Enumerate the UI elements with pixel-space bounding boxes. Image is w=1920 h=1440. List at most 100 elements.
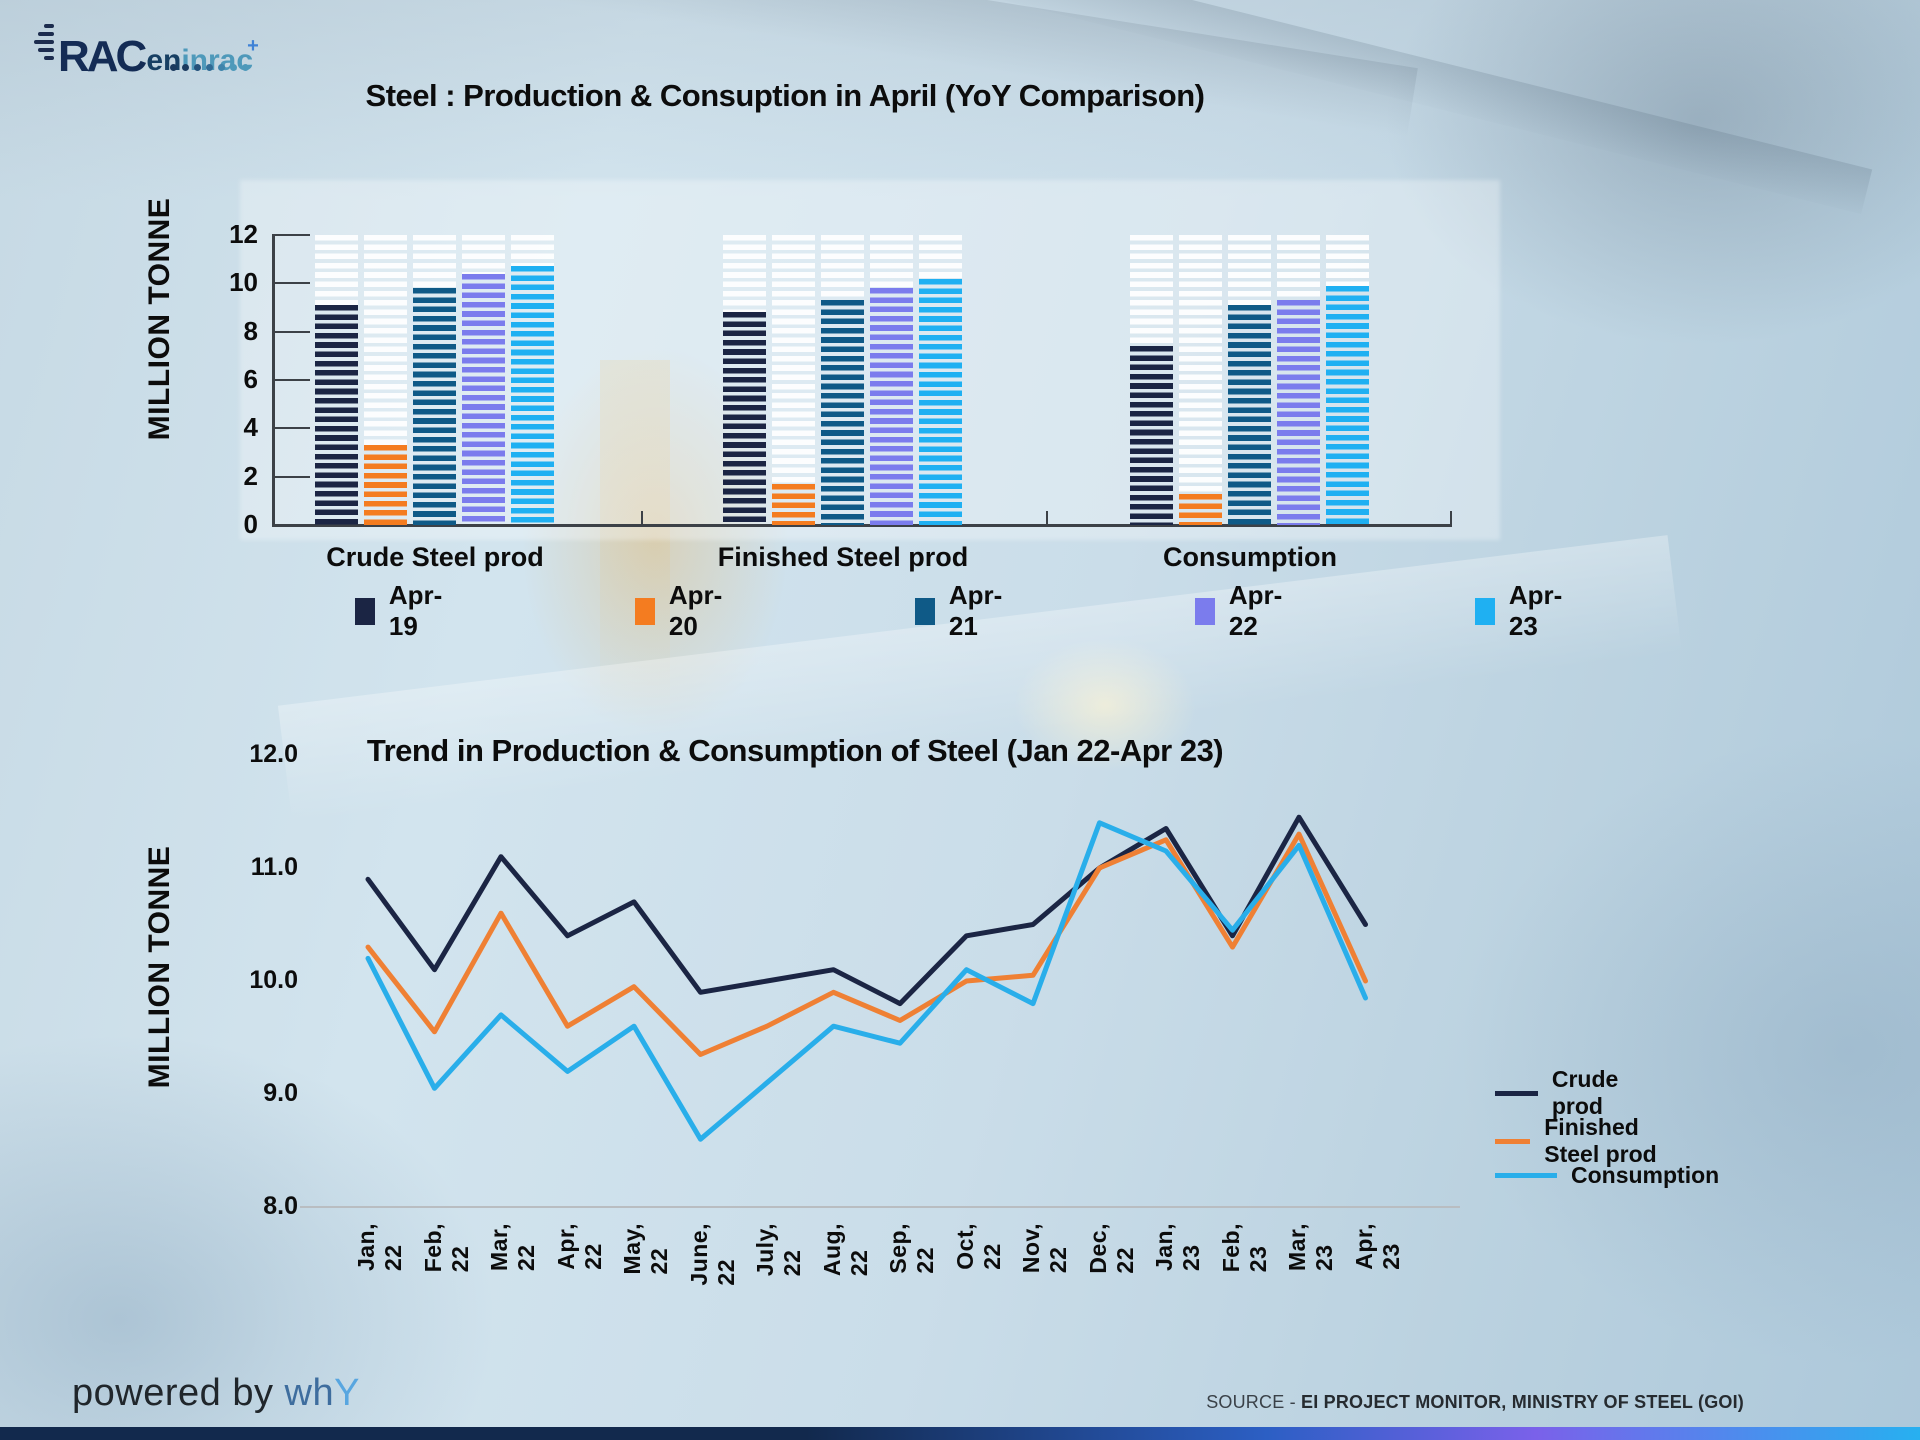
- series-line-finished-steel-prod: [365, 831, 1368, 1057]
- line-x-tick-label: July, 22: [752, 1223, 805, 1277]
- line-x-tick-label: May, 22: [619, 1223, 672, 1275]
- bar-apr-21: [1228, 235, 1271, 525]
- line-chart-title: Trend in Production & Consumption of Ste…: [366, 733, 1224, 768]
- bar-value-fill: [1277, 300, 1320, 525]
- bar-value-fill: [772, 483, 815, 525]
- bar-group: [1130, 235, 1370, 525]
- line-x-tick-label: Oct, 22: [951, 1223, 1005, 1270]
- bar-apr-20: [1179, 235, 1222, 525]
- legend-label: Apr-23: [1508, 580, 1563, 641]
- legend-line-swatch: [1495, 1173, 1557, 1178]
- line-x-tick-label: Dec, 22: [1084, 1223, 1138, 1274]
- bar-remainder: [723, 235, 766, 313]
- bar-legend-item: Apr-22: [1195, 580, 1289, 642]
- legend-line-swatch: [1495, 1138, 1531, 1144]
- bar-apr-23: [1326, 235, 1369, 525]
- logo-fan-icon: [34, 24, 54, 60]
- bar-remainder: [511, 235, 554, 267]
- line-x-tick-label: Mar, 22: [486, 1223, 539, 1272]
- bar-group: [723, 235, 963, 525]
- bar-value-fill: [511, 266, 554, 525]
- bar-legend-item: Apr-21: [915, 580, 1009, 642]
- line-x-tick-label: Mar, 23: [1284, 1223, 1337, 1272]
- bar-apr-20: [364, 235, 407, 525]
- bar-value-fill: [413, 288, 456, 525]
- bar-value-fill: [1130, 346, 1173, 525]
- bar-y-tick-label: 8: [243, 315, 258, 346]
- bar-y-tick: [272, 330, 310, 333]
- bar-y-tick: [272, 234, 310, 236]
- bar-value-fill: [723, 312, 766, 525]
- bar-x-axis-line: [272, 524, 1452, 527]
- why-logo-y: Y: [334, 1372, 360, 1414]
- bar-remainder: [1277, 235, 1320, 301]
- legend-swatch: [355, 597, 375, 625]
- bar-y-tick-label: 0: [243, 509, 258, 539]
- bar-legend-item: Apr-19: [355, 580, 449, 642]
- line-x-tick-label: Apr, 22: [552, 1223, 606, 1270]
- line-x-tick-label: Aug, 22: [818, 1223, 872, 1277]
- bar-y-tick: [272, 379, 310, 381]
- line-x-tick-label: Jan, 23: [1151, 1223, 1204, 1272]
- legend-label: Apr-21: [948, 580, 1003, 641]
- legend-line-swatch: [1495, 1090, 1538, 1096]
- bar-value-fill: [1179, 493, 1222, 525]
- bar-group: [315, 235, 555, 525]
- bar-legend-item: Apr-20: [635, 580, 729, 642]
- bottom-gradient-bar: [0, 1427, 1920, 1440]
- eninrac-logo: RAC eninrac+: [34, 24, 259, 81]
- line-y-tick-label: 10.0: [249, 966, 298, 994]
- bar-remainder: [1130, 235, 1173, 347]
- line-chart-plot: [300, 814, 1460, 1208]
- bg-crane: [600, 360, 670, 720]
- bg-beam: [172, 0, 1418, 138]
- line-y-tick-label: 12.0: [249, 740, 298, 768]
- bar-remainder: [315, 235, 358, 306]
- legend-swatch: [1475, 597, 1495, 625]
- bar-value-fill: [1228, 305, 1271, 525]
- line-y-tick-label: 11.0: [250, 853, 298, 881]
- powered-by: powered by whY: [72, 1372, 360, 1414]
- source-credit: SOURCE - EI PROJECT MONITOR, MINISTRY OF…: [1206, 1392, 1744, 1412]
- line-legend-item: Finished Steel prod: [1495, 1114, 1666, 1168]
- bar-y-tick-label: 10: [229, 267, 258, 298]
- bar-category-tick: [1450, 511, 1452, 525]
- legend-label: Apr-20: [668, 580, 723, 641]
- line-legend-item: Crude prod: [1495, 1066, 1637, 1120]
- legend-label: Crude prod: [1551, 1066, 1619, 1119]
- bar-apr-23: [919, 235, 962, 525]
- bar-y-tick: [272, 282, 310, 285]
- bar-remainder: [821, 235, 864, 301]
- bar-value-fill: [821, 300, 864, 525]
- logo-rac-text: RAC: [58, 31, 147, 81]
- bar-remainder: [919, 235, 962, 279]
- bar-y-tick: [272, 427, 310, 430]
- bar-y-tick: [272, 475, 310, 478]
- bar-apr-22: [462, 235, 505, 525]
- legend-label: Apr-22: [1228, 580, 1283, 641]
- bar-remainder: [1326, 235, 1369, 286]
- legend-swatch: [915, 597, 935, 625]
- bar-apr-20: [772, 235, 815, 525]
- bar-remainder: [413, 235, 456, 289]
- bar-apr-23: [511, 235, 554, 525]
- bar-apr-22: [870, 235, 913, 525]
- series-line-crude-prod: [365, 814, 1368, 1007]
- bar-value-fill: [870, 288, 913, 525]
- line-y-tick-label: 9.0: [263, 1079, 298, 1107]
- bar-remainder: [1228, 235, 1271, 306]
- bar-chart-y-axis-label: MILLION TONNE: [143, 197, 176, 441]
- logo-dots-icon: [170, 64, 249, 71]
- bar-y-tick-label: 6: [243, 364, 258, 394]
- bar-apr-19: [1130, 235, 1173, 525]
- line-y-tick-label: 8.0: [263, 1192, 298, 1220]
- bar-apr-21: [821, 235, 864, 525]
- bar-category-label: Finished Steel prod: [717, 542, 969, 572]
- bar-chart-title: Steel : Production & Consuption in April…: [365, 78, 1205, 113]
- line-x-tick-label: Nov, 22: [1018, 1223, 1071, 1274]
- bar-category-tick: [1046, 511, 1048, 525]
- line-x-tick-label: Feb, 22: [419, 1223, 473, 1273]
- line-x-tick-label: June, 22: [685, 1223, 739, 1286]
- legend-label: Finished Steel prod: [1544, 1114, 1657, 1167]
